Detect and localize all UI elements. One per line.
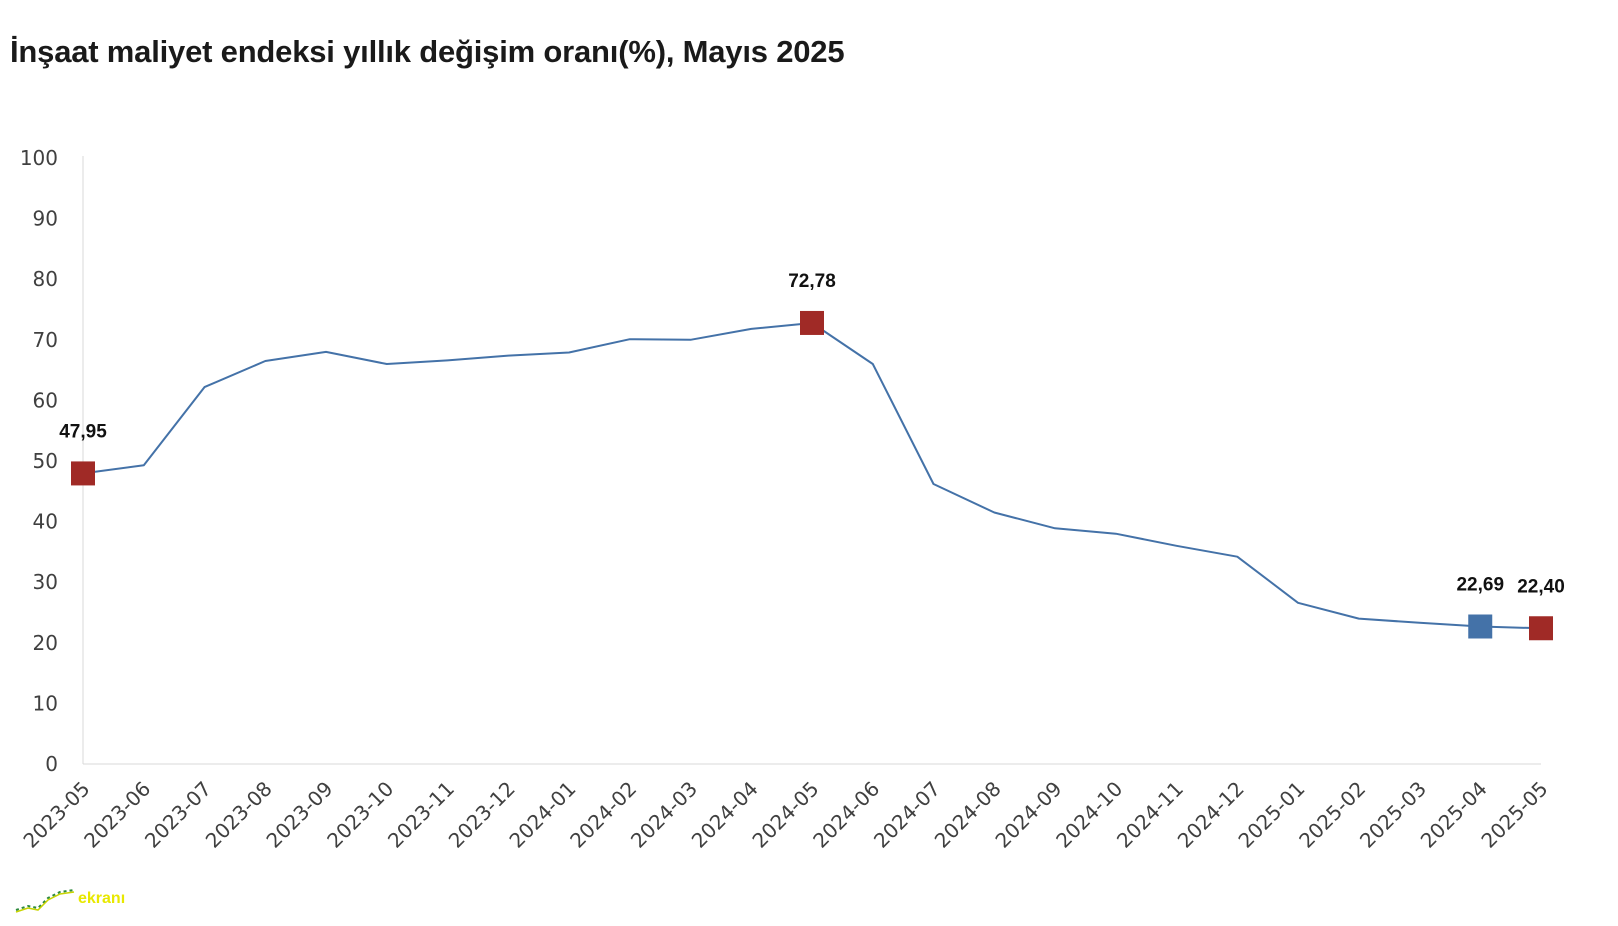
highlight-marker xyxy=(71,461,95,486)
data-label: 22,40 xyxy=(1517,576,1565,597)
y-tick-label: 10 xyxy=(33,691,58,715)
x-tick-label: 2024-06 xyxy=(808,777,884,853)
y-tick-label: 80 xyxy=(33,267,58,291)
watermark-text: ekranı xyxy=(78,890,126,907)
x-axis: 2023-052023-062023-072023-082023-092023-… xyxy=(18,763,1553,853)
data-label: 22,69 xyxy=(1456,574,1504,595)
y-tick-label: 30 xyxy=(33,570,58,594)
x-tick-label: 2025-01 xyxy=(1233,777,1309,853)
highlight-marker xyxy=(1468,614,1493,639)
y-tick-label: 100 xyxy=(20,146,58,170)
x-tick-label: 2024-02 xyxy=(565,777,641,853)
x-tick-label: 2023-08 xyxy=(201,777,277,853)
x-tick-label: 2023-07 xyxy=(140,777,216,853)
x-tick-label: 2024-08 xyxy=(930,777,1006,853)
x-tick-label: 2024-10 xyxy=(1051,777,1127,853)
series-line xyxy=(82,322,1542,630)
x-tick-label: 2025-02 xyxy=(1294,777,1370,853)
x-tick-label: 2024-01 xyxy=(504,777,580,853)
watermark-logo: ekranı xyxy=(14,884,154,920)
x-tick-label: 2024-11 xyxy=(1112,777,1188,853)
x-tick-label: 2024-07 xyxy=(869,777,945,853)
y-tick-label: 0 xyxy=(45,752,58,776)
y-tick-label: 90 xyxy=(33,207,58,231)
y-tick-label: 70 xyxy=(33,328,58,352)
data-label-layer: 47,95 72,78 22,69 22,40 xyxy=(59,271,1565,597)
chart-line-icon xyxy=(15,889,75,913)
y-tick-label: 50 xyxy=(33,449,58,473)
x-tick-label: 2024-12 xyxy=(1173,777,1249,853)
highlight-marker xyxy=(1529,616,1553,641)
x-tick-label: 2023-06 xyxy=(79,777,155,853)
y-axis: 0 10 20 30 40 50 60 70 80 90 100 xyxy=(20,146,84,776)
series-layer xyxy=(82,322,1542,630)
marker-layer xyxy=(71,310,1553,641)
y-tick-label: 40 xyxy=(33,510,58,534)
y-tick-label: 60 xyxy=(33,388,58,412)
data-label: 47,95 xyxy=(59,421,107,442)
y-tick-label: 20 xyxy=(33,631,58,655)
x-tick-label: 2025-04 xyxy=(1416,777,1492,853)
x-tick-label: 2023-09 xyxy=(261,777,337,853)
chart-title: İnşaat maliyet endeksi yıllık değişim or… xyxy=(10,34,845,69)
data-label: 72,78 xyxy=(788,271,836,292)
x-tick-label: 2024-05 xyxy=(747,777,823,853)
x-tick-label: 2023-10 xyxy=(322,777,398,853)
x-tick-label: 2024-03 xyxy=(626,777,702,853)
x-tick-label: 2024-09 xyxy=(990,777,1066,853)
x-tick-label: 2023-11 xyxy=(383,777,459,853)
x-tick-label: 2023-12 xyxy=(444,777,520,853)
highlight-marker xyxy=(800,310,824,335)
x-tick-label: 2025-05 xyxy=(1476,777,1552,853)
x-tick-label: 2023-05 xyxy=(18,777,94,853)
x-tick-label: 2025-03 xyxy=(1355,777,1431,853)
x-tick-label: 2024-04 xyxy=(687,777,763,853)
